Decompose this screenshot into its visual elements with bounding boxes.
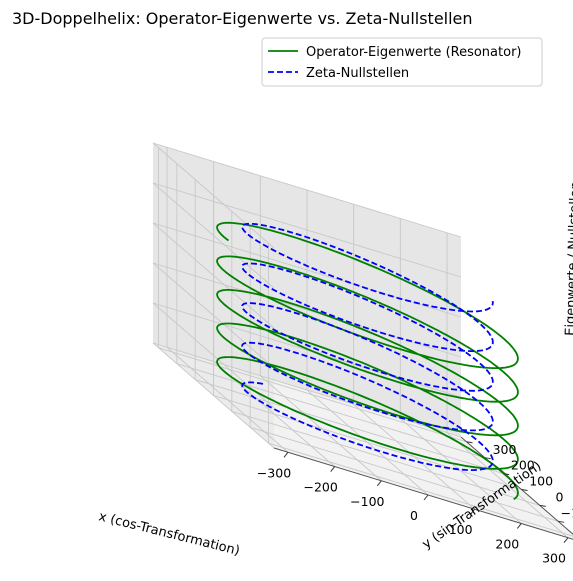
grid-y-floor	[268, 442, 573, 537]
grid-z-back	[152, 142, 462, 238]
tick-labels: −300−200−1000100200300−300−200−100010020…	[257, 441, 573, 566]
grid-y-floor	[231, 410, 540, 506]
grid-z-left	[152, 342, 275, 449]
x-axis-label: x (cos-Transformation)	[97, 509, 241, 559]
grid-z-left	[152, 262, 275, 369]
grid-y-floor	[213, 395, 522, 490]
grid-y-floor	[158, 347, 467, 443]
legend-label-operator: Operator-Eigenwerte (Resonator)	[306, 45, 521, 60]
x-tick-label: 200	[495, 536, 519, 551]
y-tick-label: 0	[556, 490, 564, 505]
x-tick-label: 300	[542, 551, 566, 566]
y-tick-mark	[484, 457, 491, 460]
x-tick-mark	[376, 480, 382, 487]
x-tick-mark	[423, 494, 429, 501]
legend-frame	[261, 37, 543, 87]
x-tick-mark	[563, 537, 569, 544]
chart-title: 3D-Doppelhelix: Operator-Eigenwerte vs. …	[12, 9, 473, 28]
y-tick-label: 100	[529, 474, 553, 489]
grid-z-left	[152, 182, 275, 289]
grid-z-back	[152, 182, 462, 278]
x-tick-mark	[470, 508, 476, 515]
x-tick-label: −300	[257, 465, 291, 480]
x-tick-mark	[516, 523, 522, 529]
grid-y-floor	[176, 363, 485, 459]
y-tick-mark	[503, 473, 510, 476]
y-tick-mark	[558, 520, 565, 523]
grid-z-back	[152, 342, 462, 438]
grid-y-floor	[195, 379, 504, 475]
series-layer	[216, 221, 519, 501]
legend-label-zeta: Zeta-Nullstellen	[306, 66, 409, 81]
y-tick-mark	[539, 504, 546, 507]
grid-z-left	[152, 222, 275, 329]
x-tick-label: 100	[449, 522, 473, 537]
x-tick-mark	[283, 451, 289, 458]
series-line-zeta-nullstellen	[241, 222, 494, 472]
grid-y-floor	[250, 426, 559, 522]
legend: Operator-Eigenwerte (Resonator) Zeta-Nul…	[261, 37, 543, 87]
z-axis-label: Eigenwerte / Nullstellen	[563, 181, 573, 336]
y-tick-label: 300	[493, 442, 517, 457]
x-tick-mark	[330, 466, 336, 472]
y-tick-mark	[466, 441, 473, 444]
x-tick-label: 0	[410, 508, 418, 523]
series-line-operator-eigenwerte	[216, 221, 519, 501]
x-tick-label: −100	[350, 494, 384, 509]
y-tick-mark	[521, 489, 528, 491]
grid-z-left	[152, 142, 275, 249]
y-tick-label: 200	[511, 458, 535, 473]
y-tick-label: −100	[561, 505, 573, 520]
x-tick-label: −200	[303, 480, 337, 495]
